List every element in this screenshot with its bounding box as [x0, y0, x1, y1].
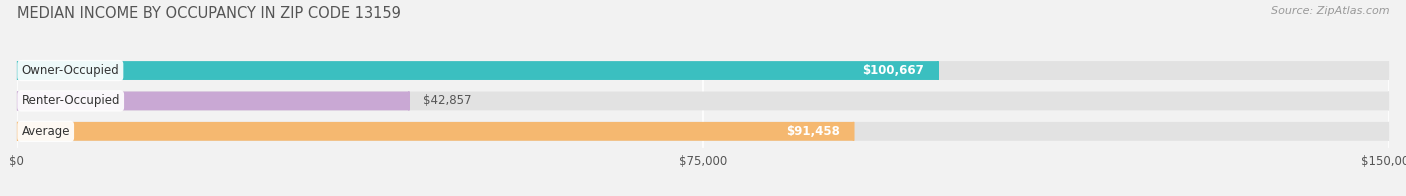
- FancyBboxPatch shape: [17, 61, 1389, 80]
- Text: MEDIAN INCOME BY OCCUPANCY IN ZIP CODE 13159: MEDIAN INCOME BY OCCUPANCY IN ZIP CODE 1…: [17, 6, 401, 21]
- Text: Renter-Occupied: Renter-Occupied: [21, 94, 120, 107]
- FancyBboxPatch shape: [17, 61, 938, 80]
- Text: $100,667: $100,667: [862, 64, 924, 77]
- FancyBboxPatch shape: [17, 92, 1389, 110]
- FancyBboxPatch shape: [17, 122, 853, 141]
- FancyBboxPatch shape: [17, 122, 1389, 141]
- Text: Source: ZipAtlas.com: Source: ZipAtlas.com: [1271, 6, 1389, 16]
- Text: Owner-Occupied: Owner-Occupied: [21, 64, 120, 77]
- FancyBboxPatch shape: [17, 92, 409, 110]
- Text: $91,458: $91,458: [786, 125, 839, 138]
- Text: Average: Average: [21, 125, 70, 138]
- Text: $42,857: $42,857: [423, 94, 471, 107]
